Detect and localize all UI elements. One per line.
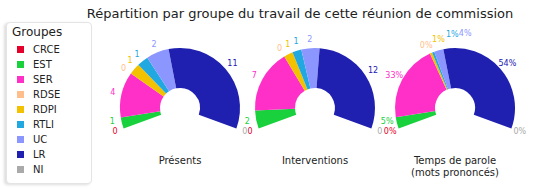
- svg-text:0: 0: [121, 64, 126, 73]
- html-text:Répartition par groupe du trav: Répartition par groupe du travail de cet…: [86, 6, 514, 21]
- svg-text:2: 2: [307, 35, 312, 44]
- svg-text:2: 2: [245, 117, 250, 126]
- svg-text:0: 0: [113, 127, 118, 136]
- svg-text:1: 1: [134, 50, 139, 59]
- svg-text:1: 1: [293, 37, 298, 46]
- svg-text:1: 1: [285, 40, 290, 49]
- svg-text:1: 1: [110, 117, 115, 126]
- svg-text:1: 1: [128, 56, 133, 65]
- html-text:CRCE: CRCE: [33, 43, 60, 55]
- svg-text:12: 12: [368, 66, 378, 75]
- html-text:SER: SER: [33, 73, 53, 85]
- svg-text:0%: 0%: [384, 127, 397, 136]
- svg-text:4: 4: [110, 88, 115, 97]
- html-text:Présents: Présents: [158, 155, 202, 166]
- svg-text:2: 2: [152, 40, 157, 49]
- svg-text:0%: 0%: [513, 127, 526, 136]
- svg-text:7: 7: [252, 71, 257, 80]
- svg-text:33%: 33%: [385, 71, 403, 80]
- html-text:Temps de parole: Temps de parole: [413, 155, 497, 166]
- html-text:RDPI: RDPI: [33, 103, 57, 115]
- html-text:RDSE: RDSE: [33, 88, 61, 100]
- svg-text:0: 0: [377, 127, 382, 136]
- html-text:(mots prononcés): (mots prononcés): [411, 167, 499, 178]
- svg-text:5%: 5%: [381, 117, 394, 126]
- svg-text:4%: 4%: [459, 29, 472, 38]
- html-text:Interventions: Interventions: [281, 155, 349, 166]
- svg-text:1%: 1%: [432, 35, 445, 44]
- svg-text:54%: 54%: [498, 59, 516, 68]
- svg-text:0%: 0%: [420, 41, 433, 50]
- svg-text:1%: 1%: [446, 30, 459, 39]
- html-text:EST: EST: [33, 58, 52, 70]
- html-text:Groupes: Groupes: [12, 25, 63, 39]
- svg-text:0: 0: [242, 127, 247, 136]
- svg-text:0: 0: [277, 44, 282, 53]
- html-text:NI: NI: [33, 163, 44, 175]
- html-text:LR: LR: [33, 148, 46, 160]
- html-text:UC: UC: [33, 133, 48, 145]
- html-text:RTLI: RTLI: [33, 118, 54, 130]
- svg-text:0: 0: [248, 127, 253, 136]
- svg-text:11: 11: [227, 59, 237, 68]
